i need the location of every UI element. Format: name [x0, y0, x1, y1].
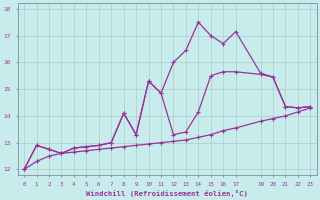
X-axis label: Windchill (Refroidissement éolien,°C): Windchill (Refroidissement éolien,°C) — [86, 190, 248, 197]
